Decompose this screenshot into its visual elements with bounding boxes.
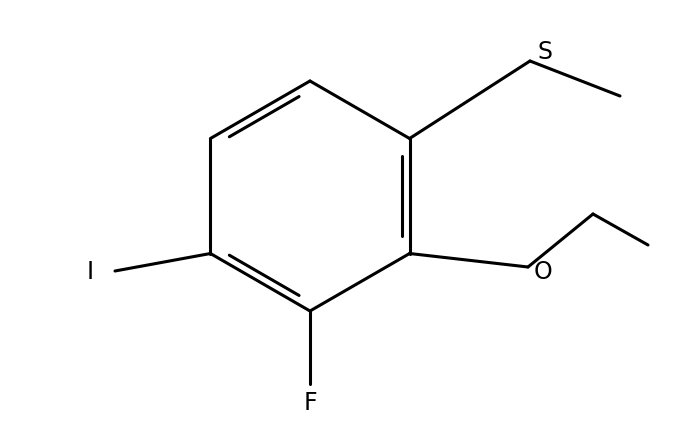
Text: I: I bbox=[86, 259, 94, 283]
Text: S: S bbox=[538, 40, 553, 64]
Text: O: O bbox=[534, 259, 553, 283]
Text: F: F bbox=[304, 390, 317, 414]
